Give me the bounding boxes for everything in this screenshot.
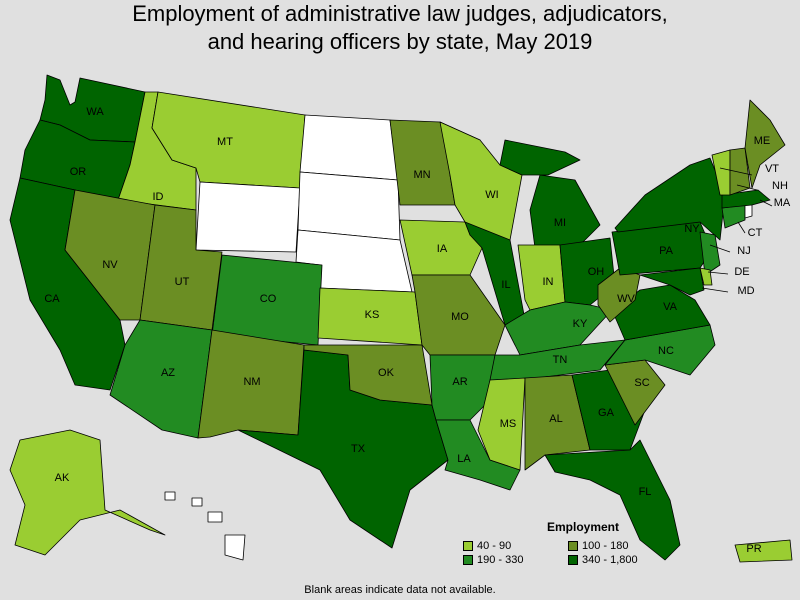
label-leader-line (759, 199, 773, 207)
legend-swatch-40-90 (463, 541, 473, 551)
state-label-vt: VT (765, 163, 779, 175)
state-label-wv: WV (617, 293, 635, 305)
state-label-fl: FL (639, 486, 652, 498)
state-ms (477, 377, 526, 471)
label-leader-line (707, 271, 729, 275)
state-label-co: CO (260, 293, 277, 305)
map-title-line-1: Employment of administrative law judges,… (132, 1, 668, 26)
map-title-line-2: and hearing officers by state, May 2019 (207, 29, 593, 54)
legend-item-40-90: 40 - 90 (463, 540, 568, 552)
state-fl (544, 439, 681, 561)
state-ri (744, 204, 753, 219)
state-label-ky: KY (573, 318, 588, 330)
state-label-nh: NH (772, 180, 788, 192)
state-hi (164, 491, 246, 561)
legend-swatch-100-180 (568, 541, 578, 551)
state-ct (721, 204, 746, 229)
state-label-ar: AR (452, 376, 467, 388)
state-label-nv: NV (102, 259, 118, 271)
state-label-id: ID (153, 191, 164, 203)
state-label-ga: GA (598, 407, 615, 419)
state-label-sc: SC (634, 377, 649, 389)
state-label-mo: MO (451, 311, 469, 323)
label-leader-line (736, 184, 758, 191)
state-label-al: AL (549, 413, 562, 425)
state-va (611, 284, 711, 341)
label-leader-line (701, 287, 729, 293)
state-label-md: MD (737, 285, 754, 297)
legend-swatch-340-1800 (568, 555, 578, 565)
state-label-nc: NC (658, 345, 674, 357)
label-leader-line (719, 167, 753, 176)
state-label-ny: NY (684, 223, 700, 235)
state-label-ms: MS (500, 418, 517, 430)
state-label-ut: UT (175, 276, 190, 288)
state-in (517, 244, 566, 311)
state-label-ks: KS (365, 309, 380, 321)
legend-label: 340 - 1,800 (582, 554, 638, 566)
state-label-la: LA (457, 453, 471, 465)
state-ia (399, 219, 483, 276)
state-la (435, 419, 521, 491)
state-label-ok: OK (378, 367, 395, 379)
state-label-pa: PA (659, 245, 674, 257)
state-nj (699, 231, 721, 276)
legend: Employment 40 - 90 100 - 180 190 - 330 3… (463, 520, 673, 566)
state-pr (734, 539, 793, 563)
label-leader-line (737, 221, 746, 234)
state-label-ct: CT (748, 227, 763, 239)
legend-item-340-1800: 340 - 1,800 (568, 554, 673, 566)
legend-label: 40 - 90 (477, 540, 512, 552)
legend-label: 190 - 330 (477, 554, 524, 566)
state-nd (299, 114, 399, 181)
state-wy (195, 181, 301, 253)
state-me (744, 99, 786, 189)
state-label-ia: IA (437, 243, 448, 255)
state-label-pr: PR (746, 543, 761, 555)
state-label-tn: TN (553, 354, 568, 366)
state-label-va: VA (663, 301, 678, 313)
state-label-wi: WI (485, 189, 498, 201)
state-az (109, 319, 213, 439)
state-label-ca: CA (44, 293, 60, 305)
state-label-mt: MT (217, 136, 233, 148)
state-label-tx: TX (351, 443, 366, 455)
label-leader-line (709, 244, 731, 253)
state-sd (297, 171, 401, 241)
footnote: Blank areas indicate data not available. (304, 584, 496, 596)
legend-item-190-330: 190 - 330 (463, 554, 568, 566)
legend-swatch-190-330 (463, 555, 473, 565)
state-label-oh: OH (588, 266, 605, 278)
state-label-ak: AK (55, 472, 70, 484)
state-label-me: ME (754, 135, 771, 147)
state-label-mi: MI (554, 217, 566, 229)
state-label-il: IL (501, 279, 510, 291)
state-label-in: IN (543, 276, 554, 288)
state-label-wa: WA (86, 106, 104, 118)
state-ak (9, 429, 166, 556)
legend-title: Employment (546, 520, 619, 534)
state-label-az: AZ (161, 367, 175, 379)
state-label-ma: MA (774, 197, 791, 209)
state-nv (64, 189, 156, 321)
state-md (639, 267, 705, 296)
state-label-or: OR (70, 166, 87, 178)
map-title: Employment of administrative law judges,… (0, 0, 800, 56)
state-al (524, 374, 591, 471)
state-label-nm: NM (243, 376, 260, 388)
state-ma (721, 189, 771, 209)
legend-label: 100 - 180 (582, 540, 629, 552)
state-label-mn: MN (413, 169, 430, 181)
state-ok (303, 344, 433, 406)
state-label-nj: NJ (737, 245, 750, 257)
legend-item-100-180: 100 - 180 (568, 540, 673, 552)
state-label-de: DE (734, 266, 749, 278)
